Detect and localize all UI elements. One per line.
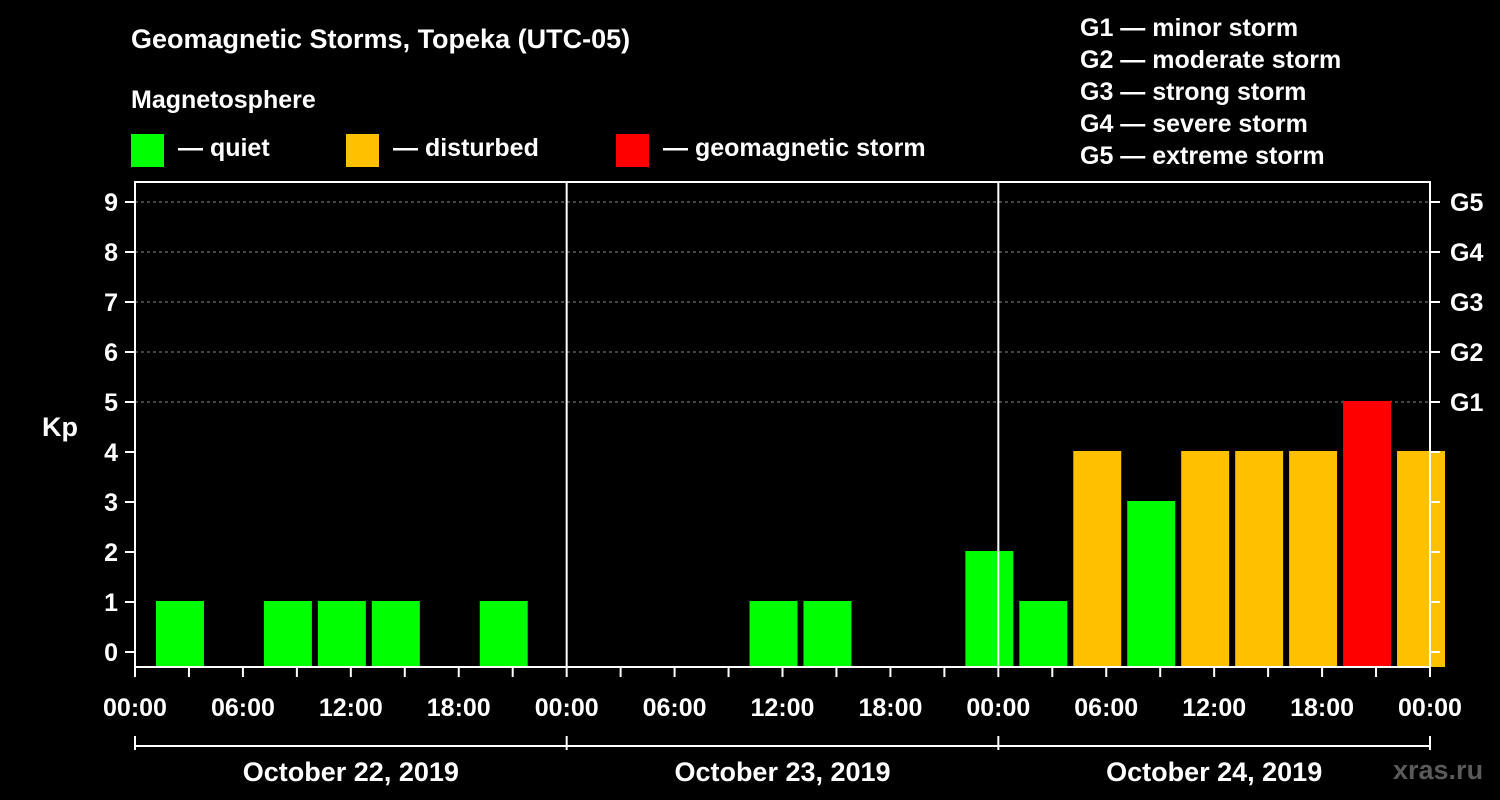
bar-22 (1343, 401, 1392, 667)
x-tick-label-12: 00:00 (1398, 694, 1462, 722)
y-tick-label-6: 6 (104, 339, 118, 367)
g-scale-label-g4: G4 (1450, 239, 1483, 267)
bar-18 (1127, 501, 1176, 667)
bar-12 (803, 601, 852, 667)
bar-23 (1397, 451, 1445, 667)
bar-11 (749, 601, 798, 667)
legend-label-disturbed: — disturbed (393, 134, 539, 162)
x-tick-label-1: 06:00 (211, 694, 275, 722)
bar-6 (479, 601, 528, 667)
x-tick-label-3: 18:00 (427, 694, 491, 722)
x-tick-label-2: 12:00 (319, 694, 383, 722)
watermark: xras.ru (1393, 755, 1484, 785)
bar-0 (156, 601, 204, 667)
scale-legend-g3: G3 — strong storm (1080, 78, 1307, 106)
y-tick-label-8: 8 (104, 239, 118, 267)
y-axis-label: Kp (42, 412, 78, 442)
day-label-1: October 23, 2019 (674, 757, 890, 787)
bar-16 (1019, 601, 1068, 667)
chart-subtitle: Magnetosphere (131, 86, 316, 114)
legend-swatch-storm (616, 134, 649, 167)
y-tick-label-9: 9 (104, 189, 118, 217)
bar-17 (1073, 451, 1122, 667)
y-tick-label-5: 5 (104, 389, 118, 417)
scale-legend-g5: G5 — extreme storm (1080, 142, 1325, 170)
x-tick-label-0: 00:00 (103, 694, 167, 722)
bar-15 (965, 551, 1014, 667)
g-scale-label-g2: G2 (1450, 339, 1483, 367)
x-tick-label-8: 00:00 (966, 694, 1030, 722)
y-tick-label-0: 0 (104, 639, 118, 667)
bar-20 (1235, 451, 1284, 667)
g-scale-label-g3: G3 (1450, 289, 1483, 317)
g-scale-label-g1: G1 (1450, 389, 1483, 417)
x-tick-label-5: 06:00 (643, 694, 707, 722)
day-label-2: October 24, 2019 (1106, 757, 1322, 787)
x-tick-label-4: 00:00 (535, 694, 599, 722)
y-tick-label-1: 1 (104, 589, 118, 617)
y-tick-label-2: 2 (104, 539, 118, 567)
legend-label-storm: — geomagnetic storm (663, 134, 926, 162)
x-tick-label-11: 18:00 (1290, 694, 1354, 722)
x-tick-label-9: 06:00 (1074, 694, 1138, 722)
bar-19 (1181, 451, 1230, 667)
chart-title: Geomagnetic Storms, Topeka (UTC-05) (131, 24, 631, 54)
scale-legend-g4: G4 — severe storm (1080, 110, 1308, 138)
bar-4 (371, 601, 420, 667)
bar-3 (317, 601, 366, 667)
y-tick-label-4: 4 (104, 439, 118, 467)
y-tick-label-7: 7 (104, 289, 118, 317)
legend-label-quiet: — quiet (178, 134, 270, 162)
legend-swatch-disturbed (346, 134, 379, 167)
bar-21 (1289, 451, 1338, 667)
x-tick-label-10: 12:00 (1182, 694, 1246, 722)
bar-2 (263, 601, 312, 667)
g-scale-label-g5: G5 (1450, 189, 1483, 217)
x-tick-label-7: 18:00 (858, 694, 922, 722)
scale-legend-g2: G2 — moderate storm (1080, 46, 1342, 74)
legend-swatch-quiet (131, 134, 164, 167)
y-tick-label-3: 3 (104, 489, 118, 517)
scale-legend-g1: G1 — minor storm (1080, 14, 1299, 42)
day-label-0: October 22, 2019 (243, 757, 459, 787)
x-tick-label-6: 12:00 (751, 694, 815, 722)
